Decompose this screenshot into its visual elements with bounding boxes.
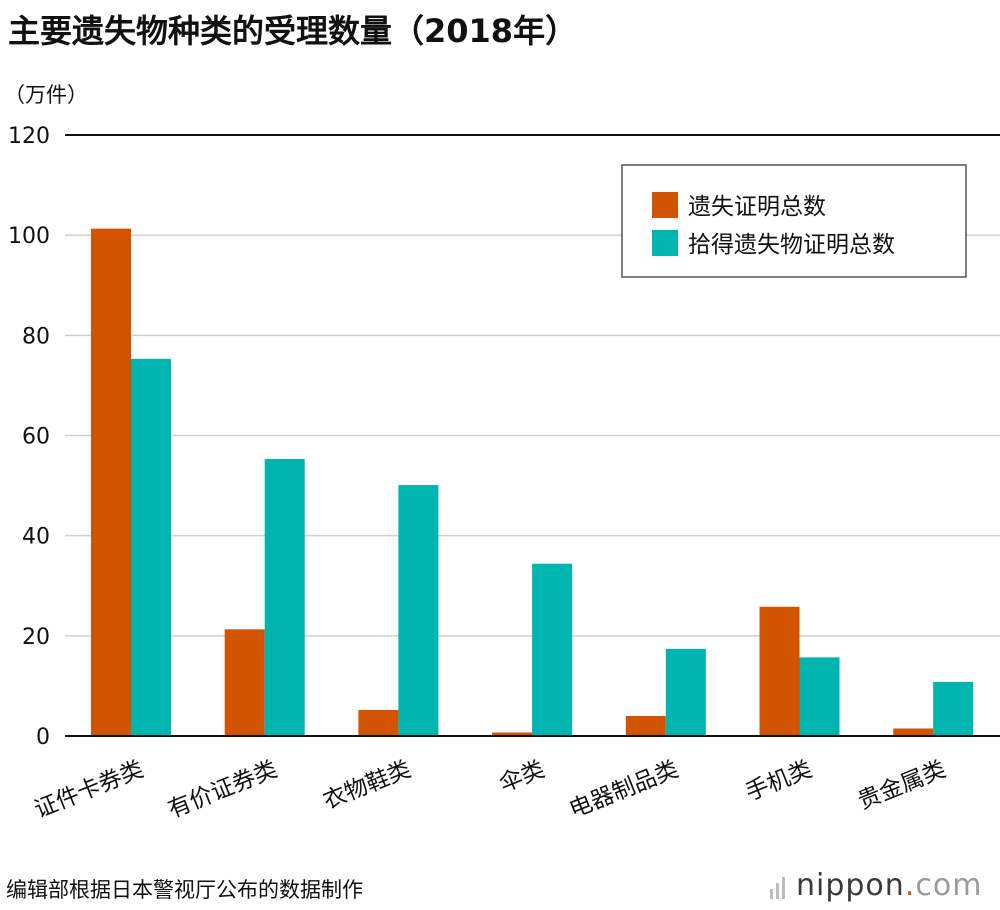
bar-found-0 xyxy=(131,358,171,736)
legend: 遗失证明总数 拾得遗失物证明总数 xyxy=(621,164,967,278)
bar-found-1 xyxy=(264,459,305,736)
chart-title: 主要遗失物种类的受理数量（2018年） xyxy=(8,12,578,50)
y-tick-label: 20 xyxy=(22,625,50,650)
bar-lost-5 xyxy=(759,606,800,736)
bar-lost-0 xyxy=(91,228,131,737)
x-tick-label: 证件卡券类 xyxy=(31,756,147,823)
source-note: 编辑部根据日本警视厅公布的数据制作 xyxy=(6,878,363,902)
bar-found-3 xyxy=(532,563,573,736)
bar-found-4 xyxy=(665,648,706,736)
brand-logo: nippon. com xyxy=(770,868,982,903)
y-tick-label: 80 xyxy=(22,324,50,349)
x-tick-label: 有价证券类 xyxy=(165,756,281,823)
y-tick-label: 60 xyxy=(22,425,50,450)
bar-lost-3 xyxy=(492,732,533,736)
y-tick-label: 100 xyxy=(8,224,50,249)
y-tick-label: 120 xyxy=(8,124,50,149)
x-tick-label: 衣物鞋类 xyxy=(320,756,415,815)
brand-tld: com xyxy=(915,868,983,903)
brand-dot: . xyxy=(904,868,916,903)
bar-lost-2 xyxy=(358,709,399,736)
legend-swatch-series-1 xyxy=(652,230,678,256)
bar-lost-1 xyxy=(224,629,265,736)
bar-chart: （万件） 0 20 40 60 80 100 120 证件卡券类 有价证券类 衣物鞋类 伞类 电器制… xyxy=(4,83,1000,823)
bar-found-5 xyxy=(799,657,840,736)
y-axis-unit-label: （万件） xyxy=(4,83,88,107)
x-tick-label: 贵金属类 xyxy=(854,756,949,815)
brand-name: nippon xyxy=(796,868,905,903)
x-axis-labels: 证件卡券类 有价证券类 衣物鞋类 伞类 电器制品类 手机类 贵金属类 xyxy=(31,756,950,823)
legend-swatch-series-0 xyxy=(652,192,678,218)
bar-found-2 xyxy=(398,485,439,736)
x-tick-label: 电器制品类 xyxy=(566,756,682,823)
bar-lost-4 xyxy=(625,715,666,736)
x-tick-label: 手机类 xyxy=(742,756,816,806)
legend-label-series-0: 遗失证明总数 xyxy=(688,194,826,220)
bar-found-6 xyxy=(933,681,974,736)
y-tick-label: 40 xyxy=(22,525,50,550)
y-tick-label: 0 xyxy=(36,725,50,750)
bars xyxy=(65,228,1000,737)
legend-box xyxy=(621,164,967,278)
brand-bars-icon xyxy=(770,873,788,899)
bar-lost-6 xyxy=(893,728,934,736)
legend-label-series-1: 拾得遗失物证明总数 xyxy=(688,232,895,258)
x-tick-label: 伞类 xyxy=(496,756,548,797)
y-axis-ticks: 0 20 40 60 80 100 120 xyxy=(8,124,50,750)
